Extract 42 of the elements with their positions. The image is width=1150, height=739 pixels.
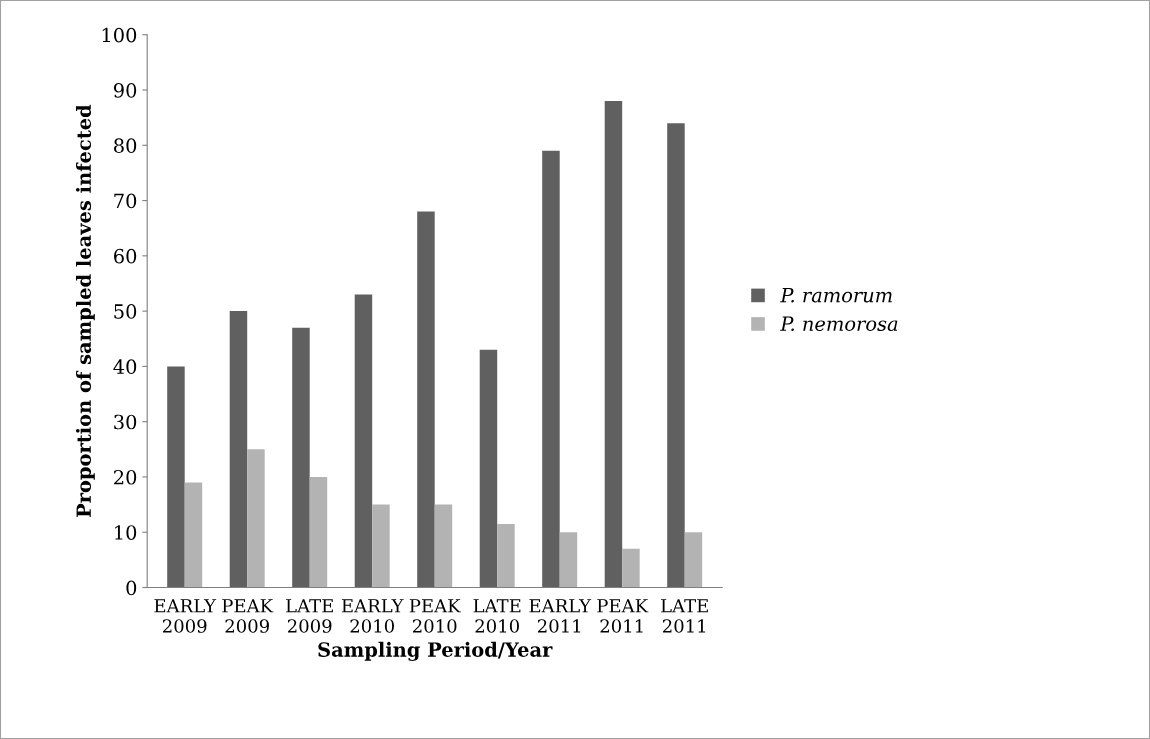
bar (309, 476, 328, 588)
y-tick-label: 50 (114, 304, 137, 319)
bar (434, 504, 453, 588)
bar (559, 532, 578, 588)
bar (479, 349, 498, 588)
bar (417, 211, 435, 588)
x-tick-label: PEAK 2009 (222, 599, 274, 633)
y-tick-label: 30 (114, 414, 137, 430)
legend-label: P. nemorosa (780, 316, 898, 332)
x-tick-label: LATE 2009 (286, 599, 333, 633)
x-tick-label: LATE 2010 (473, 599, 521, 633)
bar (229, 311, 248, 588)
x-tick-label: EARLY 2011 (529, 599, 592, 633)
bar (497, 523, 515, 588)
y-tick-label: 0 (126, 580, 137, 596)
y-tick-label: 90 (113, 82, 137, 98)
y-tick-label: 40 (113, 359, 137, 375)
y-tick-label: 10 (115, 525, 137, 540)
y-axis-title: Proportion of sampled leaves infected (75, 104, 95, 518)
bar (667, 123, 685, 588)
bar (604, 101, 623, 588)
bar (292, 327, 310, 588)
bar (184, 482, 203, 588)
y-tick-label: 20 (114, 469, 137, 485)
x-axis-title: Sampling Period/Year (318, 641, 553, 661)
bar (372, 504, 390, 588)
y-tick-label: 100 (102, 27, 137, 43)
bar (542, 150, 560, 588)
bar (247, 449, 265, 588)
y-tick-label: 80 (114, 138, 137, 153)
bar (354, 294, 373, 588)
x-tick-label: EARLY 2010 (341, 599, 404, 633)
x-tick-label: EARLY 2009 (154, 599, 217, 633)
bar (622, 548, 640, 588)
bar (684, 532, 703, 588)
y-tick-label: 60 (114, 248, 137, 264)
x-tick-label: PEAK 2011 (597, 599, 649, 633)
y-tick-label: 70 (114, 193, 137, 209)
bar (167, 366, 185, 588)
x-tick-label: PEAK 2010 (409, 599, 461, 633)
x-tick-label: LATE 2011 (661, 599, 708, 633)
legend-label: P. ramorum (780, 288, 892, 303)
